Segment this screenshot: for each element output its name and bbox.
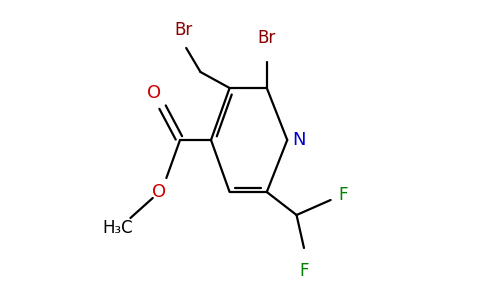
Text: F: F — [339, 186, 348, 204]
Text: H₃C: H₃C — [103, 219, 134, 237]
Text: Br: Br — [175, 21, 193, 39]
Text: O: O — [147, 84, 161, 102]
Text: N: N — [293, 131, 306, 149]
Text: O: O — [152, 183, 166, 201]
Text: Br: Br — [257, 29, 276, 47]
Text: F: F — [299, 262, 309, 280]
